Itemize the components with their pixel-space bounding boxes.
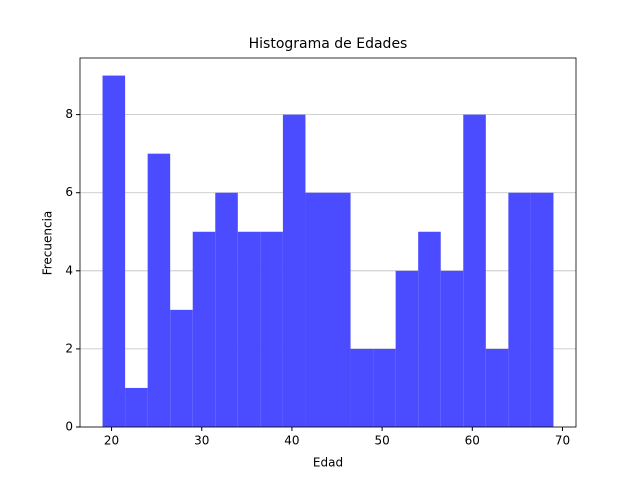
bar — [102, 75, 126, 428]
bar — [373, 348, 396, 427]
bar — [485, 348, 509, 427]
x-axis-label: Edad — [313, 456, 343, 470]
bar — [440, 270, 464, 427]
bar — [147, 153, 171, 427]
bar — [530, 192, 554, 427]
y-axis-label: Frecuencia — [41, 211, 55, 276]
y-tick-label: 6 — [65, 185, 73, 199]
x-tick-label: 60 — [465, 434, 480, 448]
bar — [508, 192, 531, 427]
bar — [395, 270, 419, 427]
x-tick-label: 50 — [374, 434, 389, 448]
bar — [418, 231, 441, 427]
plot-frame — [79, 57, 577, 428]
bar — [350, 348, 374, 427]
bar — [463, 114, 486, 427]
bar — [328, 192, 351, 427]
bar — [125, 387, 148, 427]
bar — [260, 231, 283, 427]
x-tick-label: 20 — [104, 434, 119, 448]
bar — [237, 231, 261, 427]
x-tick-label: 30 — [194, 434, 209, 448]
bar — [215, 192, 238, 427]
bar — [305, 192, 328, 427]
chart-title: Histograma de Edades — [249, 36, 408, 52]
y-tick-label: 4 — [65, 263, 73, 277]
x-tick-label: 40 — [284, 434, 299, 448]
y-tick-label: 2 — [65, 341, 73, 355]
x-tick-label: 70 — [555, 434, 570, 448]
bar — [282, 114, 306, 427]
bar — [170, 309, 193, 427]
y-tick-label: 0 — [65, 420, 73, 434]
y-tick-label: 8 — [65, 107, 73, 121]
bar — [192, 231, 216, 427]
